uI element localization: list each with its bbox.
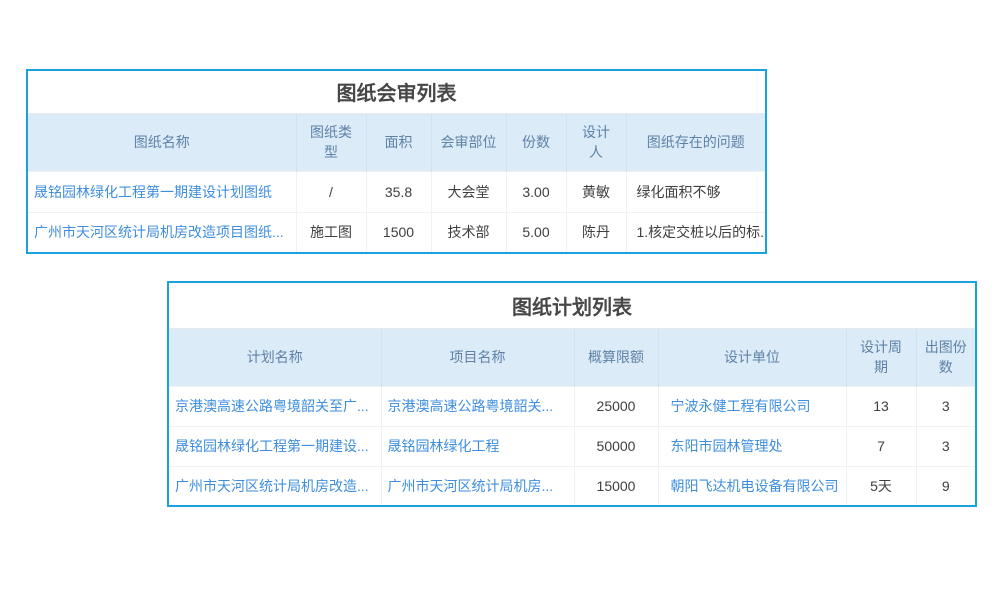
designer-cell: 黄敏 <box>566 170 627 212</box>
project-name-link[interactable]: 晟铭园林绿化工程 <box>381 425 575 466</box>
col-header-output-copies: 出图份数 <box>916 328 977 386</box>
plan-name-link[interactable]: 晟铭园林绿化工程第一期建设... <box>168 425 382 466</box>
area-cell: 1500 <box>366 211 432 253</box>
area-cell: 35.8 <box>366 170 432 212</box>
design-unit-link[interactable]: 东阳市园林管理处 <box>658 425 847 466</box>
col-header-area: 面积 <box>366 113 432 171</box>
col-header-design-period: 设计周期 <box>846 328 917 386</box>
review-location-cell: 大会堂 <box>431 170 507 212</box>
plan-table: 图纸计划列表 计划名称 项目名称 概算限额 设计单位 设计周期 出图份数 京港澳… <box>167 281 978 507</box>
col-header-designer: 设计人 <box>566 113 627 171</box>
budget-limit-cell: 25000 <box>574 385 659 426</box>
drawing-name-link[interactable]: 晟铭园林绿化工程第一期建设计划图纸 <box>27 170 297 212</box>
review-table-title: 图纸会审列表 <box>27 70 767 114</box>
plan-name-link[interactable]: 广州市天河区统计局机房改造... <box>168 465 382 506</box>
col-header-drawing-type: 图纸类型 <box>296 113 367 171</box>
design-period-cell: 7 <box>846 425 917 466</box>
drawing-issues-cell: 1.核定交桩以后的标... <box>626 211 767 253</box>
table-row: 广州市天河区统计局机房改造项目图纸... 施工图 1500 技术部 5.00 陈… <box>27 211 767 253</box>
copies-cell: 3.00 <box>506 170 567 212</box>
table-row: 京港澳高速公路粤境韶关至广... 京港澳高速公路粤境韶关... 25000 宁波… <box>168 385 977 426</box>
col-header-drawing-name: 图纸名称 <box>27 113 297 171</box>
review-table-title-row: 图纸会审列表 <box>27 70 767 114</box>
designer-cell: 陈丹 <box>566 211 627 253</box>
review-location-cell: 技术部 <box>431 211 507 253</box>
drawing-name-link[interactable]: 广州市天河区统计局机房改造项目图纸... <box>27 211 297 253</box>
budget-limit-cell: 50000 <box>574 425 659 466</box>
output-copies-cell: 3 <box>916 425 977 466</box>
table-row: 晟铭园林绿化工程第一期建设... 晟铭园林绿化工程 50000 东阳市园林管理处… <box>168 425 977 466</box>
drawing-issues-cell: 绿化面积不够 <box>626 170 767 212</box>
design-period-cell: 5天 <box>846 465 917 506</box>
output-copies-cell: 3 <box>916 385 977 426</box>
col-header-drawing-issues: 图纸存在的问题 <box>626 113 767 171</box>
col-header-plan-name: 计划名称 <box>168 328 382 386</box>
design-period-cell: 13 <box>846 385 917 426</box>
col-header-budget-limit: 概算限额 <box>574 328 659 386</box>
budget-limit-cell: 15000 <box>574 465 659 506</box>
drawing-type-cell: 施工图 <box>296 211 367 253</box>
output-copies-cell: 9 <box>916 465 977 506</box>
review-table-header-row: 图纸名称 图纸类型 面积 会审部位 份数 设计人 图纸存在的问题 <box>27 113 767 171</box>
plan-name-link[interactable]: 京港澳高速公路粤境韶关至广... <box>168 385 382 426</box>
col-header-copies: 份数 <box>506 113 567 171</box>
project-name-link[interactable]: 广州市天河区统计局机房... <box>381 465 575 506</box>
design-unit-link[interactable]: 朝阳飞达机电设备有限公司 <box>658 465 847 506</box>
col-header-review-location: 会审部位 <box>431 113 507 171</box>
plan-table-header-row: 计划名称 项目名称 概算限额 设计单位 设计周期 出图份数 <box>168 328 977 386</box>
drawing-type-cell: / <box>296 170 367 212</box>
col-header-design-unit: 设计单位 <box>658 328 847 386</box>
project-name-link[interactable]: 京港澳高速公路粤境韶关... <box>381 385 575 426</box>
copies-cell: 5.00 <box>506 211 567 253</box>
table-row: 广州市天河区统计局机房改造... 广州市天河区统计局机房... 15000 朝阳… <box>168 465 977 506</box>
plan-table-title: 图纸计划列表 <box>168 282 977 329</box>
table-row: 晟铭园林绿化工程第一期建设计划图纸 / 35.8 大会堂 3.00 黄敏 绿化面… <box>27 170 767 212</box>
review-table: 图纸会审列表 图纸名称 图纸类型 面积 会审部位 份数 设计人 图纸存在的问题 … <box>26 69 768 254</box>
design-unit-link[interactable]: 宁波永健工程有限公司 <box>658 385 847 426</box>
col-header-project-name: 项目名称 <box>381 328 575 386</box>
plan-table-title-row: 图纸计划列表 <box>168 282 977 329</box>
